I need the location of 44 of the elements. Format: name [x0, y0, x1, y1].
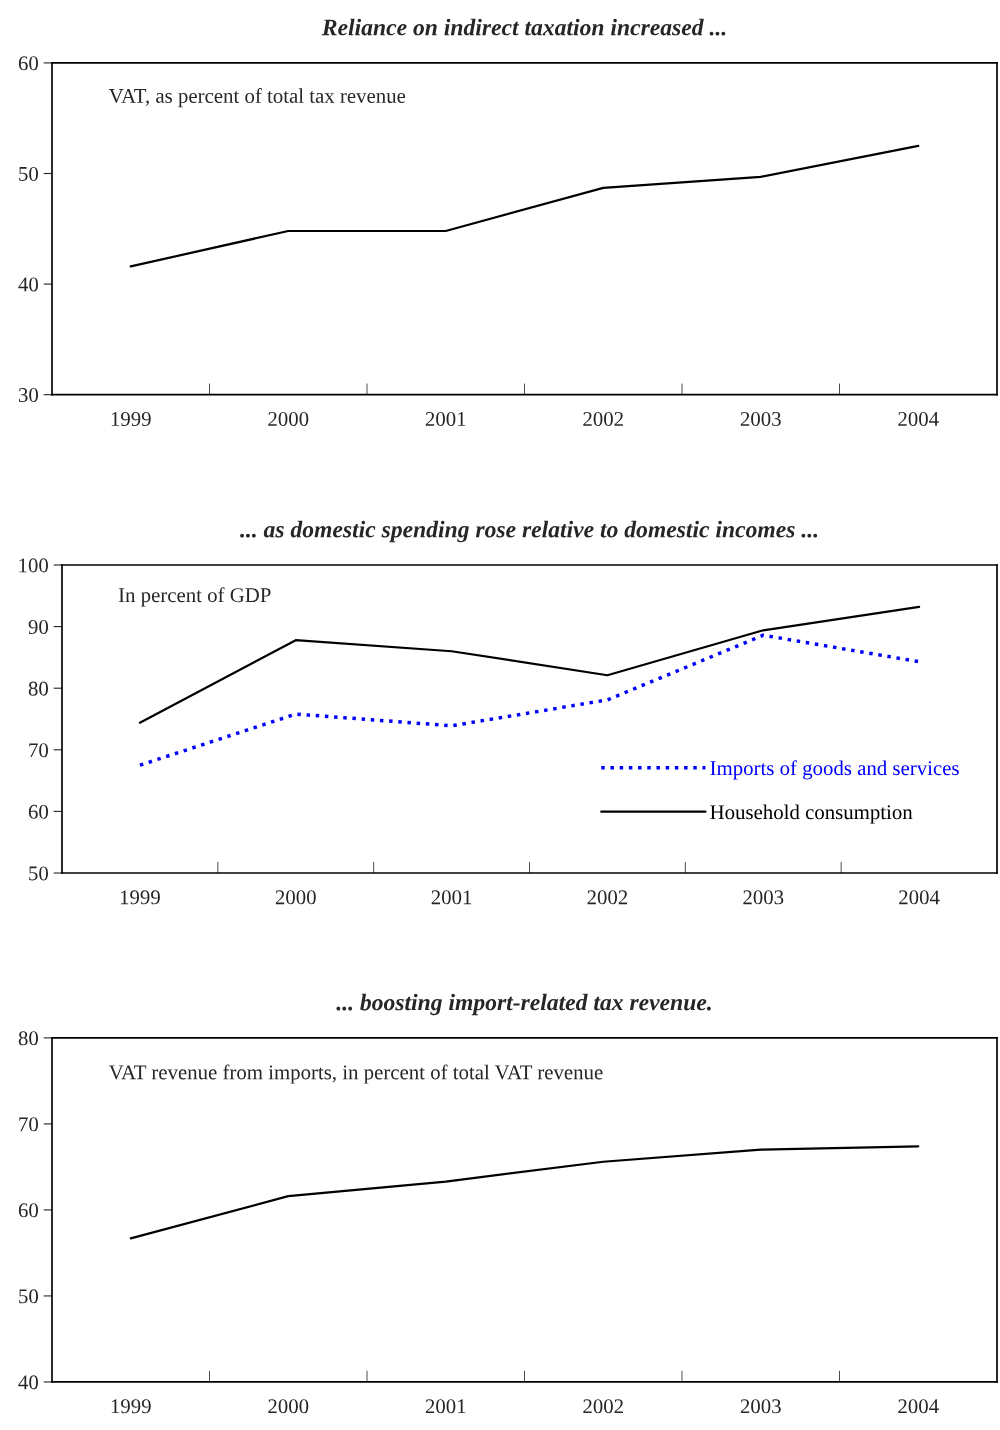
annotation: In percent of GDP [118, 587, 271, 607]
x-tick-label: 2001 [425, 411, 466, 427]
x-tick-label: 2002 [583, 1399, 623, 1414]
y-tick-label: 80 [28, 681, 49, 696]
y-tick-label: 50 [19, 166, 39, 181]
x-tick-label: 1999 [111, 412, 151, 427]
x-tick-label: 2003 [743, 890, 784, 905]
text: Household consumption [710, 804, 913, 824]
y-tick-label: 60 [18, 1203, 39, 1218]
y-tick-label: 60 [18, 56, 39, 71]
text: Imports of goods and services [710, 760, 959, 780]
annotation: VAT, as percent of total tax revenue [108, 88, 406, 108]
y-tick-label: 50 [29, 866, 49, 881]
y-tick-label: 70 [29, 743, 49, 758]
x-tick-label: 2000 [275, 890, 316, 905]
x-tick-label: 2000 [268, 1399, 309, 1414]
annotation: VAT revenue from imports, in percent of total VAT revenue [108, 1064, 603, 1084]
chart-title: Reliance on indirect taxation increased ... [321, 18, 726, 36]
x-tick-label: 2003 [740, 1399, 781, 1414]
y-tick-label: 60 [28, 804, 49, 819]
x-tick-label: 2001 [431, 890, 472, 905]
x-tick-label: 2003 [740, 411, 781, 427]
chart-title: ... boosting import-related tax revenue. [336, 993, 711, 1016]
x-tick-label: 2004 [899, 890, 940, 905]
chart-title: ... as domestic spending rose relative to domestic incomes ... [240, 520, 818, 543]
x-tick-label: 2002 [583, 411, 623, 427]
x-tick-label: 2002 [587, 890, 628, 905]
y-tick-label: 30 [18, 388, 39, 403]
y-tick-label: 100 [19, 558, 49, 573]
y-tick-label: 40 [18, 1375, 39, 1390]
y-tick-label: 90 [28, 619, 49, 635]
x-tick-label: 2000 [268, 411, 309, 427]
x-tick-label: 1999 [111, 1399, 151, 1414]
x-tick-label: 1999 [120, 890, 160, 905]
y-tick-label: 40 [18, 277, 39, 292]
line-series [129, 1145, 920, 1240]
line-series [138, 605, 921, 724]
x-tick-label: 2001 [425, 1399, 466, 1414]
x-tick-label: 2004 [898, 411, 939, 427]
y-tick-label: 80 [18, 1031, 39, 1046]
y-tick-label: 70 [19, 1117, 39, 1132]
x-tick-label: 2004 [898, 1399, 939, 1414]
line-series [129, 144, 920, 268]
y-tick-label: 50 [19, 1289, 39, 1304]
